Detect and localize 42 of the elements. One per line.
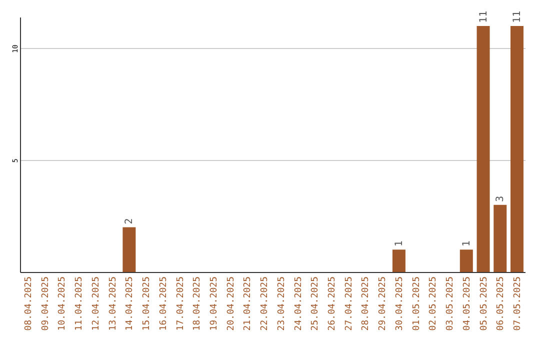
x-tick-label: 20.04.2025 [226,276,236,331]
x-tick-label: 06.05.2025 [496,276,506,331]
bar [494,204,507,272]
x-tick-label: 22.04.2025 [260,276,270,331]
x-tick-label: 09.04.2025 [40,276,51,331]
x-tick-label: 27.04.2025 [344,276,354,331]
x-tick-label: 18.04.2025 [192,276,203,331]
x-tick-label: 04.05.2025 [462,276,472,331]
bar [122,227,136,272]
bar [460,250,473,272]
x-tick-label: 30.04.2025 [394,276,405,331]
bar [392,250,406,272]
data-label: 11 [478,10,490,23]
x-tick-label: 21.04.2025 [243,276,254,331]
bar [476,26,490,272]
x-tick-label: 15.04.2025 [142,276,152,331]
x-tick-label: 13.04.2025 [108,276,118,331]
x-tick-label: 03.05.2025 [446,276,456,331]
x-tick-label: 11.04.2025 [74,276,85,331]
x-tick-label: 24.04.2025 [294,276,304,331]
x-tick-label: 12.04.2025 [91,276,102,331]
x-tick-label: 29.04.2025 [378,276,388,331]
x-tick-label: 28.04.2025 [361,276,372,331]
x-tick-label: 10.04.2025 [58,276,68,331]
data-label: 1 [394,240,405,247]
x-tick-label: 16.04.2025 [158,276,169,331]
x-tick-label: 23.04.2025 [276,276,287,331]
data-label: 11 [512,10,523,23]
x-tick-label: 02.05.2025 [428,276,439,331]
data-label: 2 [124,218,136,224]
data-label: 1 [461,240,472,247]
x-tick-label: 25.04.2025 [310,276,321,331]
bar [510,26,524,272]
x-tick-label: 01.05.2025 [412,276,422,331]
data-label: 3 [495,196,506,202]
x-tick-label: 14.04.2025 [125,276,136,331]
x-tick-label: 05.05.2025 [479,276,490,331]
x-tick-label: 07.05.2025 [512,276,523,331]
x-tick-label: 19.04.2025 [209,276,220,331]
x-tick-label: 26.04.2025 [328,276,338,331]
x-tick-label: 17.04.2025 [176,276,186,331]
x-tick-label: 08.04.2025 [24,276,34,331]
